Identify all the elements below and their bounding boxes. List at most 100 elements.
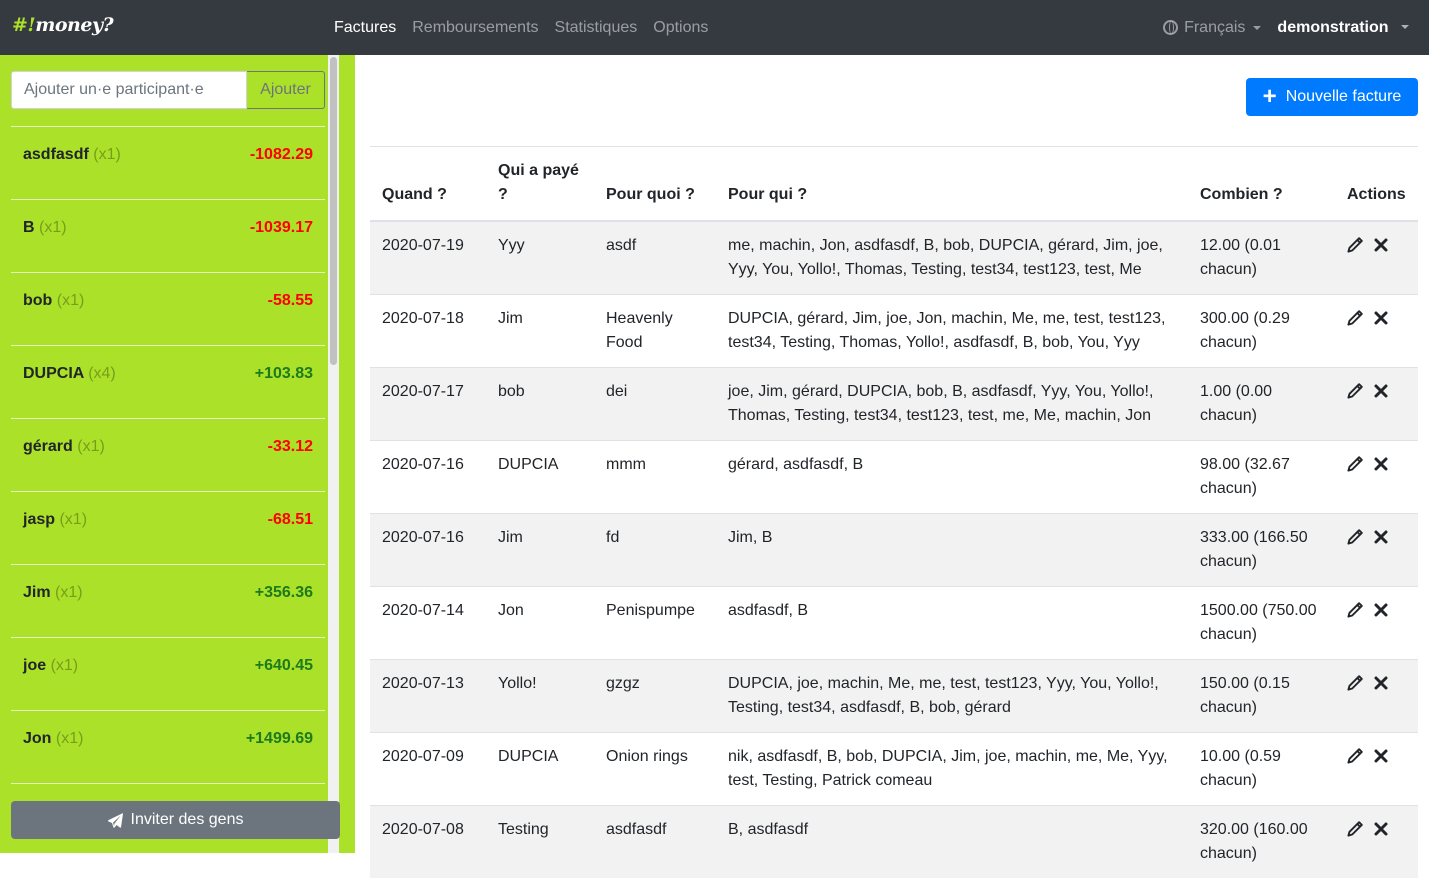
invite-button-label: Inviter des gens — [130, 811, 244, 828]
participant-balance: -58.55 — [267, 292, 313, 309]
bill-amount: 150.00 (0.15 chacun) — [1188, 658, 1335, 732]
brand-logo[interactable]: #!money? — [12, 14, 114, 36]
bill-description: Penispumpe — [594, 585, 716, 659]
bill-description: asdf — [594, 220, 716, 294]
participant-weight: (x1) — [77, 438, 105, 455]
nav-link-factures[interactable]: Factures — [334, 18, 397, 36]
table-row: 2020-07-13 Yollo! gzgz DUPCIA, joe, mach… — [370, 658, 1418, 732]
close-icon[interactable] — [1373, 382, 1389, 400]
bill-amount: 333.00 (166.50 chacun) — [1188, 512, 1335, 586]
close-icon[interactable] — [1373, 747, 1389, 765]
table-header-row: Quand ? Qui a payé ? Pour quoi ? Pour qu… — [370, 146, 1418, 222]
participant-name: B (x1) — [23, 219, 67, 236]
participant-balance: +356.36 — [254, 584, 313, 601]
close-icon[interactable] — [1373, 674, 1389, 692]
close-icon[interactable] — [1373, 309, 1389, 327]
participant-weight: (x1) — [55, 584, 83, 601]
participant-row[interactable]: asdfasdf (x1) -1082.29 — [11, 126, 325, 199]
pencil-icon[interactable] — [1347, 528, 1363, 546]
bill-actions — [1335, 366, 1418, 440]
table-row: 2020-07-08 Testing asdfasdf B, asdfasdf … — [370, 804, 1418, 878]
bills-table: Quand ? Qui a payé ? Pour quoi ? Pour qu… — [370, 146, 1418, 878]
sidebar-scrollbar[interactable] — [328, 55, 339, 853]
participant-row[interactable]: gérard (x1) -33.12 — [11, 418, 325, 491]
pencil-icon[interactable] — [1347, 820, 1363, 838]
language-label: Français — [1184, 18, 1246, 36]
pencil-icon[interactable] — [1347, 382, 1363, 400]
chevron-down-icon — [1253, 25, 1262, 30]
pencil-icon[interactable] — [1347, 309, 1363, 327]
pencil-icon[interactable] — [1347, 601, 1363, 619]
table-row: 2020-07-19 Yyy asdf me, machin, Jon, asd… — [370, 220, 1418, 294]
bill-description: gzgz — [594, 658, 716, 732]
bill-owers: asdfasdf, B — [716, 585, 1188, 659]
nav-right: Français demonstration — [1163, 0, 1409, 55]
bill-description: fd — [594, 512, 716, 586]
participant-row[interactable]: DUPCIA (x4) +103.83 — [11, 345, 325, 418]
invite-people-button[interactable]: Inviter des gens — [11, 801, 340, 839]
add-participant-button[interactable]: Ajouter — [247, 71, 325, 109]
bill-payer: Yollo! — [486, 658, 594, 732]
participant-row[interactable]: bob (x1) -58.55 — [11, 272, 325, 345]
bill-payer: Jim — [486, 293, 594, 367]
sidebar: Ajouter asdfasdf (x1) -1082.29 B (x1) -1… — [0, 55, 355, 853]
language-dropdown[interactable]: Français — [1163, 18, 1262, 37]
close-icon[interactable] — [1373, 455, 1389, 473]
top-navbar: #!money? Factures Remboursements Statist… — [0, 0, 1429, 55]
pencil-icon[interactable] — [1347, 236, 1363, 254]
bill-payer: bob — [486, 366, 594, 440]
user-dropdown[interactable]: demonstration — [1277, 19, 1409, 37]
bill-actions — [1335, 804, 1418, 878]
bill-date: 2020-07-09 — [370, 731, 486, 805]
bill-owers: me, machin, Jon, asdfasdf, B, bob, DUPCI… — [716, 220, 1188, 294]
pencil-icon[interactable] — [1347, 747, 1363, 765]
participant-row[interactable]: jasp (x1) -68.51 — [11, 491, 325, 564]
participant-balance: +640.45 — [254, 657, 313, 674]
bill-actions — [1335, 585, 1418, 659]
participant-row[interactable] — [11, 783, 325, 853]
header-when: Quand ? — [370, 146, 486, 222]
bill-actions — [1335, 220, 1418, 294]
nav-link-options[interactable]: Options — [653, 18, 709, 36]
bill-description: Heavenly Food — [594, 293, 716, 367]
nav-link-remboursements[interactable]: Remboursements — [412, 18, 539, 36]
participant-row[interactable]: Jim (x1) +356.36 — [11, 564, 325, 637]
bill-owers: joe, Jim, gérard, DUPCIA, bob, B, asdfas… — [716, 366, 1188, 440]
pencil-icon[interactable] — [1347, 455, 1363, 473]
header-who: Qui a payé ? — [486, 146, 594, 222]
pencil-icon[interactable] — [1347, 674, 1363, 692]
participant-balance: +1499.69 — [245, 730, 313, 747]
bill-amount: 320.00 (160.00 chacun) — [1188, 804, 1335, 878]
participant-name: Jon (x1) — [23, 730, 84, 747]
bill-amount: 1500.00 (750.00 chacun) — [1188, 585, 1335, 659]
bill-date: 2020-07-19 — [370, 220, 486, 294]
bill-date: 2020-07-14 — [370, 585, 486, 659]
new-bill-button[interactable]: + Nouvelle facture — [1246, 78, 1418, 116]
participant-list: asdfasdf (x1) -1082.29 B (x1) -1039.17 b… — [11, 126, 325, 853]
close-icon[interactable] — [1373, 820, 1389, 838]
bills-panel: + Nouvelle facture Quand ? Qui a payé ? … — [355, 55, 1429, 878]
bill-actions — [1335, 731, 1418, 805]
bill-date: 2020-07-13 — [370, 658, 486, 732]
participant-row[interactable]: Jon (x1) +1499.69 — [11, 710, 325, 783]
bill-actions — [1335, 658, 1418, 732]
participant-weight: (x1) — [39, 219, 67, 236]
bill-owers: DUPCIA, gérard, Jim, joe, Jon, machin, M… — [716, 293, 1188, 367]
participant-balance: +103.83 — [254, 365, 313, 382]
bill-amount: 1.00 (0.00 chacun) — [1188, 366, 1335, 440]
bill-description: dei — [594, 366, 716, 440]
bill-date: 2020-07-18 — [370, 293, 486, 367]
bill-amount: 10.00 (0.59 chacun) — [1188, 731, 1335, 805]
close-icon[interactable] — [1373, 236, 1389, 254]
participant-weight: (x1) — [93, 146, 121, 163]
close-icon[interactable] — [1373, 601, 1389, 619]
header-actions: Actions — [1335, 146, 1418, 222]
nav-link-statistiques[interactable]: Statistiques — [554, 18, 638, 36]
bill-amount: 300.00 (0.29 chacun) — [1188, 293, 1335, 367]
participant-row[interactable]: joe (x1) +640.45 — [11, 637, 325, 710]
sidebar-scrollbar-thumb[interactable] — [330, 57, 337, 365]
plus-icon: + — [1262, 83, 1277, 110]
participant-row[interactable]: B (x1) -1039.17 — [11, 199, 325, 272]
add-participant-input[interactable] — [11, 71, 247, 109]
close-icon[interactable] — [1373, 528, 1389, 546]
